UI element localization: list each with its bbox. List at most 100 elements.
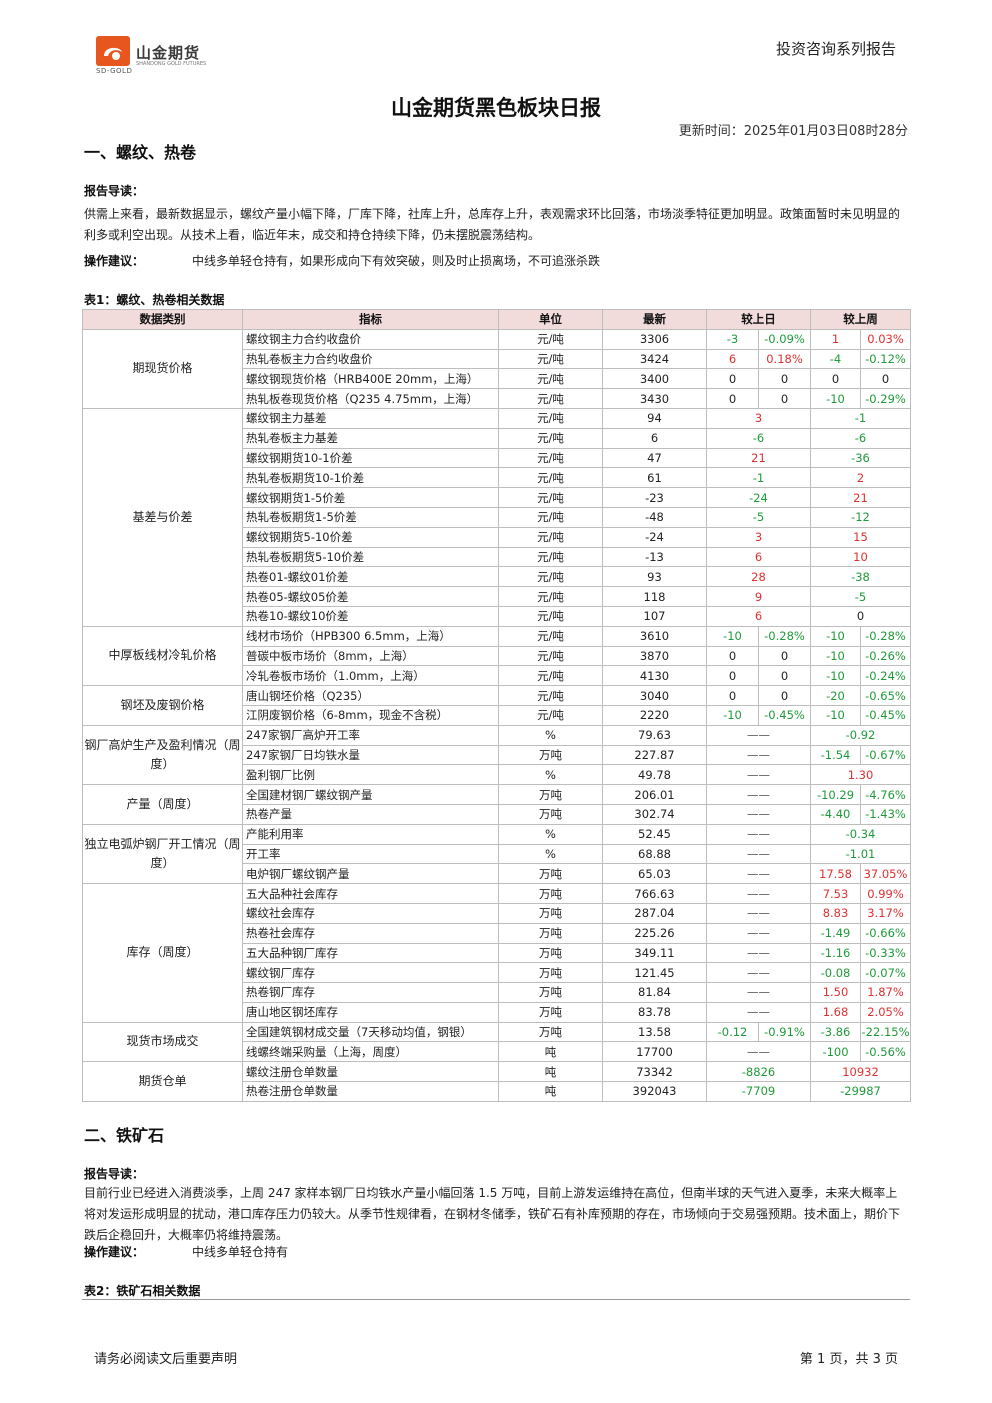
category-cell: 钢厂高炉生产及盈利情况（周度） — [82, 724, 243, 786]
day-change-cell: —— — [706, 962, 811, 984]
section1-guide-text: 供需上来看，最新数据显示，螺纹产量小幅下降，厂库下降，社库上升，总库存上升，表观… — [84, 207, 901, 242]
week-change-abs-cell: -100 — [810, 1041, 861, 1063]
unit-cell: 吨 — [498, 1041, 603, 1063]
day-change-cell: 6 — [706, 605, 811, 627]
week-change-cell: -1.01 — [810, 843, 911, 865]
col-category-header: 数据类别 — [82, 309, 243, 330]
day-change-cell: -8826 — [706, 1061, 811, 1083]
indicator-cell: 螺纹钢期货10-1价差 — [242, 447, 499, 469]
unit-cell: 元/吨 — [498, 487, 603, 508]
day-change-cell: —— — [706, 764, 811, 786]
week-change-pct-cell: -0.45% — [860, 704, 911, 726]
unit-cell: 万吨 — [498, 922, 603, 944]
day-change-pct-cell: -0.09% — [758, 328, 811, 350]
section2-advice-text: 中线多单轻仓持有 — [192, 1245, 289, 1259]
unit-cell: 吨 — [498, 1061, 603, 1083]
table-row: 热卷05-螺纹05价差 元/吨 118 9 -5 — [83, 586, 911, 607]
indicator-cell: 热轧板卷现货价格（Q235 4.75mm，上海） — [242, 388, 499, 409]
category-cell: 独立电弧炉钢厂开工情况（周度） — [82, 823, 243, 885]
day-change-abs-cell: 0 — [706, 685, 759, 706]
update-time: 更新时间：2025年01月03日08时28分 — [678, 124, 908, 139]
latest-value-cell: 65.03 — [602, 863, 707, 885]
latest-value-cell: 49.78 — [602, 764, 707, 786]
indicator-cell: 螺纹钢主力合约收盘价 — [242, 328, 499, 350]
week-change-pct-cell: -22.15% — [860, 1021, 911, 1043]
category-cell: 钢坯及废钢价格 — [82, 685, 243, 726]
report-series: 投资咨询系列报告 — [775, 40, 896, 58]
week-change-pct-cell: -0.28% — [860, 625, 911, 647]
latest-value-cell: 94 — [602, 407, 707, 429]
indicator-cell: 电炉钢厂螺纹钢产量 — [242, 863, 499, 885]
week-change-pct-cell: -1.43% — [860, 803, 911, 825]
unit-cell: 万吨 — [498, 803, 603, 825]
latest-value-cell: -24 — [602, 526, 707, 548]
week-change-cell: 0 — [810, 605, 911, 627]
latest-value-cell: 6 — [602, 427, 707, 449]
unit-cell: 万吨 — [498, 1001, 603, 1023]
col-unit-header: 单位 — [498, 309, 603, 330]
week-change-cell: -12 — [810, 506, 911, 528]
day-change-cell: —— — [706, 1041, 811, 1063]
indicator-cell: 江阴废钢价格（6-8mm，现金不含税） — [242, 704, 499, 726]
unit-cell: 元/吨 — [498, 447, 603, 469]
day-change-cell: —— — [706, 883, 811, 904]
day-change-cell: 28 — [706, 566, 811, 588]
unit-cell: 万吨 — [498, 1021, 603, 1043]
category-cell: 产量（周度） — [82, 784, 243, 825]
week-change-cell: 2 — [810, 467, 911, 489]
week-change-abs-cell: -20 — [810, 685, 861, 706]
unit-cell: 元/吨 — [498, 566, 603, 588]
indicator-cell: 线材市场价（HPB300 6.5mm，上海） — [242, 625, 499, 647]
category-cell: 中厚板线材冷轧价格 — [82, 625, 243, 687]
week-change-pct-cell: 0 — [860, 368, 911, 390]
category-cell: 库存（周度） — [82, 883, 243, 1023]
day-change-cell: 9 — [706, 586, 811, 607]
table-row: 螺纹钢期货5-10价差 元/吨 -24 3 15 — [83, 526, 911, 548]
latest-value-cell: 206.01 — [602, 784, 707, 805]
week-change-abs-cell: -10 — [810, 625, 861, 647]
section1-guide-label: 报告导读： — [84, 184, 145, 198]
latest-value-cell: 83.78 — [602, 1001, 707, 1023]
unit-cell: % — [498, 823, 603, 845]
latest-value-cell: 121.45 — [602, 962, 707, 984]
indicator-cell: 热轧卷板主力基差 — [242, 427, 499, 449]
section1-advice-label: 操作建议： — [84, 254, 145, 268]
week-change-pct-cell: 1.87% — [860, 982, 911, 1003]
logo-chinese-name: 山金期货 — [136, 44, 201, 62]
week-change-pct-cell: -0.56% — [860, 1041, 911, 1063]
table1-title: 表1：螺纹、热卷相关数据 — [84, 293, 225, 307]
latest-value-cell: 3610 — [602, 625, 707, 647]
week-change-cell: -0.34 — [810, 823, 911, 845]
indicator-cell: 热轧卷板期货10-1价差 — [242, 467, 499, 489]
week-change-abs-cell: -3.86 — [810, 1021, 861, 1043]
unit-cell: 万吨 — [498, 863, 603, 885]
table-row: 普碳中板市场价（8mm，上海） 元/吨 3870 0 0 -10 -0.26% — [83, 645, 911, 667]
table-row: 热轧卷板期货1-5价差 元/吨 -48 -5 -12 — [83, 506, 911, 528]
latest-value-cell: 227.87 — [602, 744, 707, 766]
section2-heading: 二、铁矿石 — [84, 1126, 165, 1145]
day-change-cell: —— — [706, 744, 811, 766]
day-change-cell: —— — [706, 724, 811, 746]
latest-value-cell: 3306 — [602, 328, 707, 350]
indicator-cell: 热轧卷板期货1-5价差 — [242, 506, 499, 528]
week-change-abs-cell: 1 — [810, 328, 861, 350]
week-change-abs-cell: -10 — [810, 645, 861, 667]
latest-value-cell: 225.26 — [602, 922, 707, 944]
week-change-abs-cell: -10 — [810, 704, 861, 726]
latest-value-cell: 17700 — [602, 1041, 707, 1063]
week-change-pct-cell: 3.17% — [860, 902, 911, 924]
indicator-cell: 全国建筑钢材成交量（7天移动均值，钢银） — [242, 1021, 499, 1043]
latest-value-cell: 81.84 — [602, 982, 707, 1003]
day-change-cell: —— — [706, 843, 811, 865]
section1-advice-text: 中线多单轻仓持有，如果形成向下有效突破，则及时止损离场，不可追涨杀跌 — [192, 254, 601, 268]
week-change-abs-cell: 8.83 — [810, 902, 861, 924]
table-row: 库存（周度） 五大品种社会库存 万吨 766.63 —— 7.53 0.99% — [82, 883, 911, 1023]
table-row: 热轧卷板期货10-1价差 元/吨 61 -1 2 — [83, 467, 911, 489]
week-change-pct-cell: -0.24% — [860, 665, 911, 687]
day-change-abs-cell: 0 — [706, 368, 759, 390]
table-row: 螺纹钢期货10-1价差 元/吨 47 21 -36 — [83, 447, 911, 469]
latest-value-cell: 2220 — [602, 704, 707, 726]
indicator-cell: 热轧卷板期货5-10价差 — [242, 546, 499, 568]
table-row: 热卷注册仓单数量吨 392043 -7709 -29987 — [83, 1081, 911, 1102]
week-change-abs-cell: -1.54 — [810, 744, 861, 766]
